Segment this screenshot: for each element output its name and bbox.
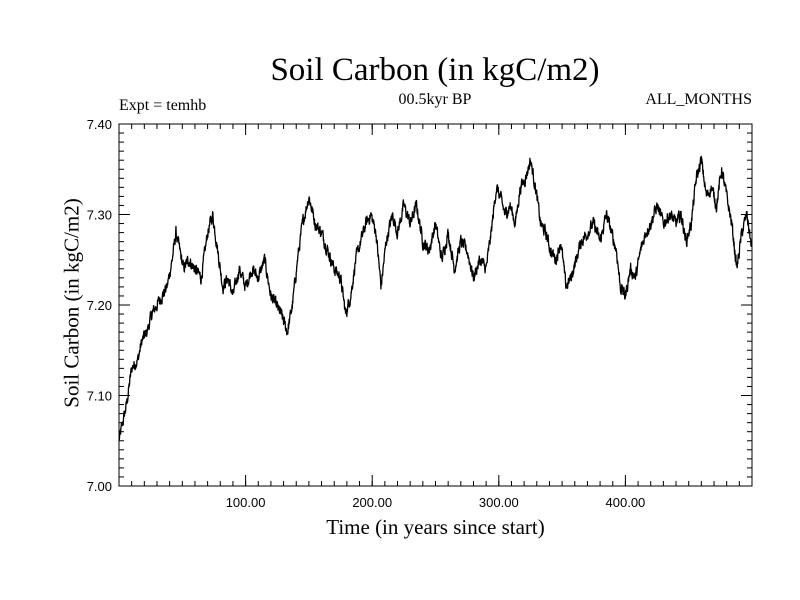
y-tick-label: 7.30 — [87, 208, 112, 223]
y-tick-label: 7.20 — [87, 298, 112, 313]
plot-area-frame — [118, 123, 753, 487]
y-tick-label: 7.00 — [87, 479, 112, 494]
minor-ticks — [119, 124, 752, 486]
tick-labels: 100.00 200.00 300.00 400.00 7.00 7.10 7.20 7.30… — [87, 117, 646, 510]
x-axis-label: Time (in years since start) — [326, 515, 545, 539]
x-tick-label: 100.00 — [226, 495, 266, 510]
major-ticks — [119, 123, 752, 487]
x-tick-label: 200.00 — [352, 495, 392, 510]
x-tick-label: 300.00 — [479, 495, 519, 510]
series-line-soil-carbon — [118, 155, 753, 442]
chart-subtitle: 00.5kyr BP — [398, 91, 472, 108]
chart-title: Soil Carbon (in kgC/m2) — [270, 52, 600, 88]
months-label: ALL_MONTHS — [645, 91, 752, 108]
experiment-label: Expt = temhb — [119, 97, 207, 114]
y-tick-label: 7.10 — [87, 389, 112, 404]
x-tick-label: 400.00 — [606, 495, 646, 510]
y-tick-label: 7.40 — [87, 117, 112, 132]
